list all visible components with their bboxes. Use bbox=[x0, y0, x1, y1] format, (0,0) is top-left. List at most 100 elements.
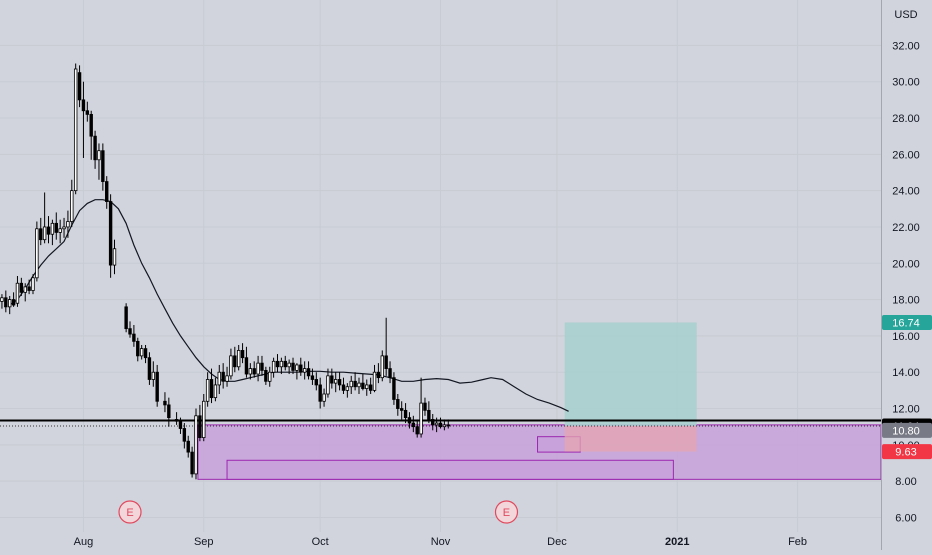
earnings-marker-2[interactable]: E bbox=[494, 500, 519, 524]
candle-body bbox=[0, 297, 4, 302]
candle bbox=[174, 412, 179, 425]
candle bbox=[314, 372, 319, 391]
time-tick-label: Nov bbox=[431, 536, 451, 548]
candle bbox=[279, 357, 284, 375]
time-tick-label: Dec bbox=[547, 536, 567, 548]
earnings-marker-1[interactable]: E bbox=[118, 500, 142, 524]
price-tick-label: 30.00 bbox=[892, 77, 920, 89]
candle-body bbox=[221, 371, 225, 382]
candle bbox=[446, 419, 450, 429]
candle-body bbox=[194, 415, 198, 475]
candle-body bbox=[427, 409, 431, 420]
candle bbox=[8, 295, 12, 315]
price-label-text: 9.63 bbox=[895, 447, 916, 459]
candle-body bbox=[42, 226, 47, 241]
candle bbox=[27, 279, 31, 295]
candle-body bbox=[23, 286, 27, 293]
candle-body bbox=[132, 333, 136, 342]
candle-body bbox=[337, 379, 342, 386]
candle bbox=[54, 212, 58, 240]
time-tick-label: Sep bbox=[194, 536, 214, 548]
candle-body bbox=[314, 379, 319, 386]
candle-body bbox=[380, 355, 384, 379]
candle-body bbox=[236, 350, 241, 368]
candle bbox=[260, 355, 264, 376]
candle-body bbox=[260, 362, 264, 371]
candle-body bbox=[198, 415, 202, 438]
demand-zone-2[interactable] bbox=[226, 459, 674, 480]
candle-body bbox=[205, 379, 210, 402]
candle bbox=[419, 377, 423, 438]
price-tick-label: 18.00 bbox=[892, 295, 920, 307]
candle-body bbox=[27, 286, 31, 291]
candle bbox=[240, 343, 245, 364]
candle-body bbox=[322, 393, 326, 402]
candle bbox=[264, 366, 268, 385]
candle-body bbox=[415, 426, 419, 435]
candle-body bbox=[85, 110, 90, 115]
earnings-marker-label: E bbox=[503, 507, 510, 519]
candle bbox=[411, 415, 416, 433]
candle-body bbox=[442, 424, 447, 428]
candle-body bbox=[306, 368, 311, 377]
candle-body bbox=[62, 226, 66, 230]
earnings-marker-circle bbox=[118, 500, 142, 524]
candle bbox=[306, 361, 311, 380]
candle-body bbox=[31, 277, 35, 291]
candle-body bbox=[318, 384, 322, 402]
candle bbox=[155, 364, 159, 407]
candle-body bbox=[244, 357, 249, 375]
time-tick-label: 2021 bbox=[665, 536, 689, 548]
candle-body bbox=[213, 384, 218, 399]
candle bbox=[182, 423, 187, 449]
long-position-target-zone[interactable] bbox=[564, 322, 697, 426]
candle bbox=[353, 372, 357, 391]
candle-body bbox=[190, 451, 194, 475]
price-tick-label: 32.00 bbox=[892, 40, 920, 52]
candle bbox=[35, 221, 39, 282]
candle bbox=[376, 363, 381, 384]
candle bbox=[283, 355, 287, 371]
candle bbox=[372, 364, 377, 393]
candle-body bbox=[19, 282, 24, 293]
candle bbox=[271, 357, 276, 378]
candle bbox=[19, 277, 24, 296]
candle bbox=[39, 217, 43, 246]
earnings-marker-label: E bbox=[126, 507, 133, 519]
candle bbox=[11, 292, 16, 307]
candle-body bbox=[357, 382, 361, 388]
candle bbox=[167, 397, 171, 427]
candle-body bbox=[423, 402, 427, 411]
candle bbox=[322, 388, 326, 407]
candle-body bbox=[341, 384, 346, 391]
candle bbox=[105, 176, 109, 209]
candle-body bbox=[396, 399, 400, 409]
candle bbox=[139, 344, 144, 360]
moving-average-line bbox=[9, 199, 569, 412]
candle-body bbox=[376, 371, 381, 379]
candle-body bbox=[93, 135, 97, 161]
candle-body bbox=[256, 362, 260, 375]
long-position-stop-zone[interactable] bbox=[564, 425, 697, 452]
candle-body bbox=[178, 420, 183, 429]
candle bbox=[399, 401, 404, 420]
candle-body bbox=[209, 379, 214, 399]
candle-body bbox=[419, 402, 423, 435]
candle bbox=[143, 344, 148, 364]
candle bbox=[42, 192, 47, 244]
price-tick-label: 12.00 bbox=[892, 404, 920, 416]
candle-body bbox=[252, 368, 256, 375]
candle bbox=[384, 317, 388, 376]
candle bbox=[85, 101, 90, 122]
time-tick-label: Oct bbox=[312, 536, 329, 548]
candle-body bbox=[155, 371, 159, 402]
price-tick-label: 14.00 bbox=[892, 367, 920, 379]
candle bbox=[236, 344, 241, 371]
candle bbox=[326, 368, 330, 398]
currency-label: USD bbox=[894, 9, 917, 21]
candle-body bbox=[174, 419, 179, 422]
price-label-bg bbox=[882, 314, 932, 330]
candle bbox=[345, 383, 350, 398]
candle-body bbox=[233, 355, 237, 368]
